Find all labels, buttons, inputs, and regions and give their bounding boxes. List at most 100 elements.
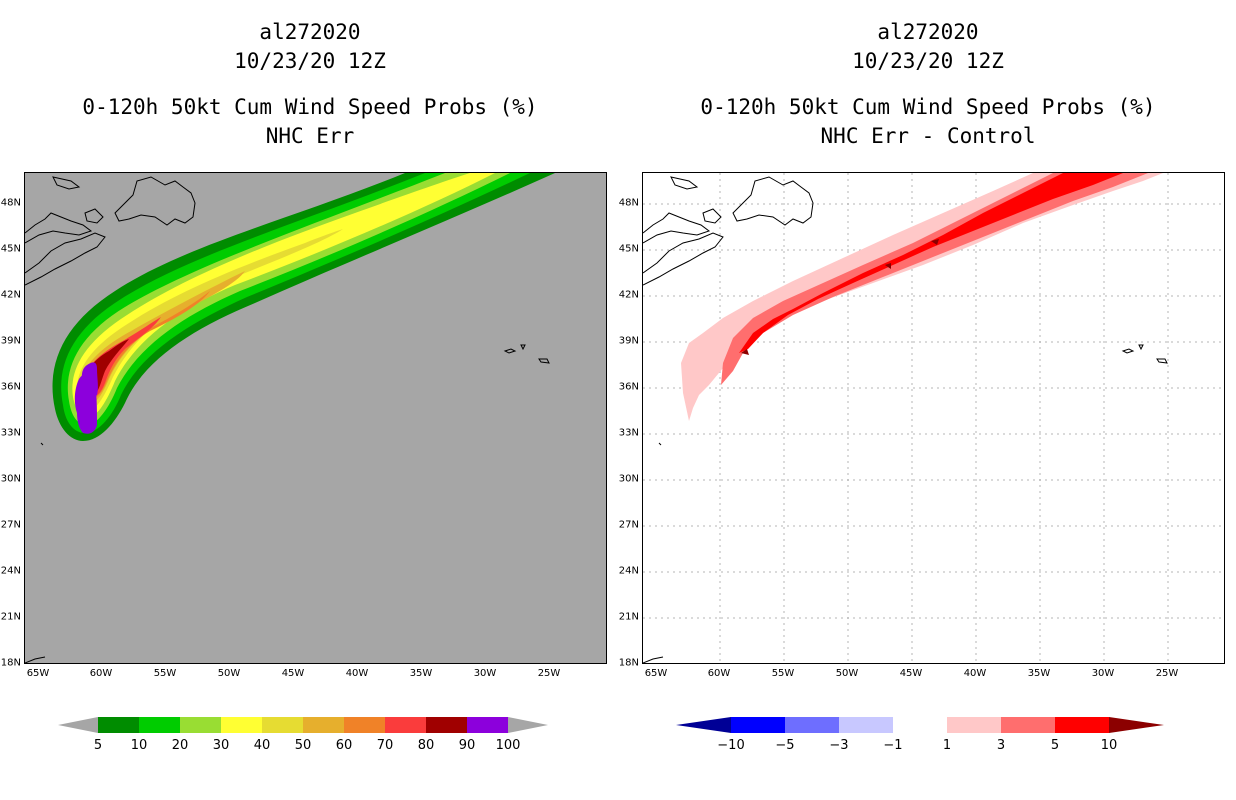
colorbar-level-label: 10 (130, 738, 148, 753)
right-coastlines (643, 176, 1168, 663)
colorbar-segment (344, 717, 385, 733)
left-coast-nova-scotia (25, 232, 106, 286)
colorbar-level-label: 10 (1100, 738, 1118, 753)
left-lat-tick: 39N (0, 335, 21, 347)
right-coast-azores-3 (1156, 358, 1168, 364)
colorbar-segment (1055, 717, 1109, 733)
left-lon-tick: 45W (281, 668, 305, 679)
left-coast-azores-2 (520, 344, 526, 351)
right-lon-tick: 40W (963, 668, 987, 679)
colorbar-level-label: 5 (93, 738, 103, 753)
diff-band-3-5 (721, 173, 1148, 385)
colorbar-level-label: −5 (775, 738, 795, 753)
left-coast-anticosti (52, 176, 81, 190)
right-lon-tick: 45W (899, 668, 923, 679)
colorbar-segment (180, 717, 221, 733)
colorbar-segment (731, 717, 785, 733)
colorbar-segment (221, 717, 262, 733)
colorbar-level-label: 50 (294, 738, 312, 753)
right-lat-tick: 18N (618, 657, 639, 669)
right-coast-southwest (643, 656, 664, 663)
diff-band-1-3 (681, 173, 1163, 421)
left-lat-tick: 27N (0, 519, 21, 531)
left-lon-tick: 25W (537, 668, 561, 679)
colorbar-segment (467, 717, 508, 733)
right-lon-tick: 25W (1155, 668, 1179, 679)
right-title-block: al272020 10/23/20 12Z 0-120h 50kt Cum Wi… (648, 18, 1208, 151)
colorbar-level-label: −10 (717, 738, 745, 753)
colorbar-segment (785, 717, 839, 733)
left-coast-newfoundland (114, 176, 196, 226)
colorbar-segment (426, 717, 467, 733)
colorbar-level-label: 20 (171, 738, 189, 753)
left-coast-bermuda (40, 442, 44, 446)
right-map-svg (643, 173, 1224, 663)
colorbar-level-label: 60 (335, 738, 353, 753)
colorbar-level-label: 3 (996, 738, 1006, 753)
right-lon-tick: 50W (835, 668, 859, 679)
right-storm-id: al272020 (877, 20, 979, 44)
colorbar-segment (385, 717, 426, 733)
left-lon-tick: 55W (153, 668, 177, 679)
left-lat-tick: 36N (0, 381, 21, 393)
right-lat-tick: 30N (618, 473, 639, 485)
right-coast-azores-2 (1138, 344, 1144, 351)
left-coast-cape-breton (84, 208, 104, 224)
left-map-panel (24, 172, 607, 664)
diff-band-over-10-b (885, 263, 891, 269)
left-coastlines (25, 176, 550, 663)
colorbar-over-arrow (508, 717, 548, 733)
left-lat-tick: 21N (0, 611, 21, 623)
right-lon-tick: 30W (1091, 668, 1115, 679)
right-date: 10/23/20 12Z (852, 49, 1004, 73)
colorbar-over-arrow (1109, 717, 1164, 733)
colorbar-segment (1001, 717, 1055, 733)
left-lon-tick: 60W (89, 668, 113, 679)
left-coast-azores-1 (503, 348, 517, 354)
left-subtitle: NHC Err (265, 124, 355, 148)
right-lat-tick: 27N (618, 519, 639, 531)
diff-band-over-10-a (741, 349, 749, 355)
colorbar-level-label: −1 (883, 738, 903, 753)
right-lat-tick: 39N (618, 335, 639, 347)
left-lat-tick: 33N (0, 427, 21, 439)
right-lat-tick: 21N (618, 611, 639, 623)
left-coast-azores-3 (538, 358, 550, 364)
left-lon-tick: 50W (217, 668, 241, 679)
left-lon-tick: 30W (473, 668, 497, 679)
colorbar-segment (893, 717, 947, 733)
right-lon-tick: 35W (1027, 668, 1051, 679)
right-product-title: 0-120h 50kt Cum Wind Speed Probs (%) (700, 95, 1156, 119)
right-difference-swath (681, 173, 1163, 421)
colorbar-level-label: −3 (829, 738, 849, 753)
left-storm-id: al272020 (259, 20, 361, 44)
swath-band-40 (76, 229, 344, 409)
left-title-block: al272020 10/23/20 12Z 0-120h 50kt Cum Wi… (30, 18, 590, 151)
colorbar-segment (98, 717, 139, 733)
colorbar-level-label: 70 (376, 738, 394, 753)
right-lon-tick: 65W (644, 668, 668, 679)
right-coast-maritimes (643, 212, 711, 244)
colorbar-level-label: 80 (417, 738, 435, 753)
left-lat-tick: 30N (0, 473, 21, 485)
right-lat-tick: 33N (618, 427, 639, 439)
left-coast-southwest (25, 656, 46, 663)
right-grid (643, 173, 1224, 663)
colorbar-level-label: 90 (458, 738, 476, 753)
left-colorbar (58, 717, 548, 733)
left-lon-tick: 65W (26, 668, 50, 679)
left-lat-tick: 42N (0, 289, 21, 301)
right-lat-tick: 36N (618, 381, 639, 393)
left-lat-tick: 18N (0, 657, 21, 669)
left-lat-tick: 24N (0, 565, 21, 577)
colorbar-segment (262, 717, 303, 733)
colorbar-level-label: 100 (495, 738, 521, 753)
right-map-panel (642, 172, 1225, 664)
right-lat-tick: 45N (618, 243, 639, 255)
left-lat-tick: 45N (0, 243, 21, 255)
right-lat-tick: 48N (618, 197, 639, 209)
right-coast-anticosti (670, 176, 699, 190)
left-lat-tick: 48N (0, 197, 21, 209)
right-coast-newfoundland (732, 176, 814, 226)
colorbar-segment (303, 717, 344, 733)
